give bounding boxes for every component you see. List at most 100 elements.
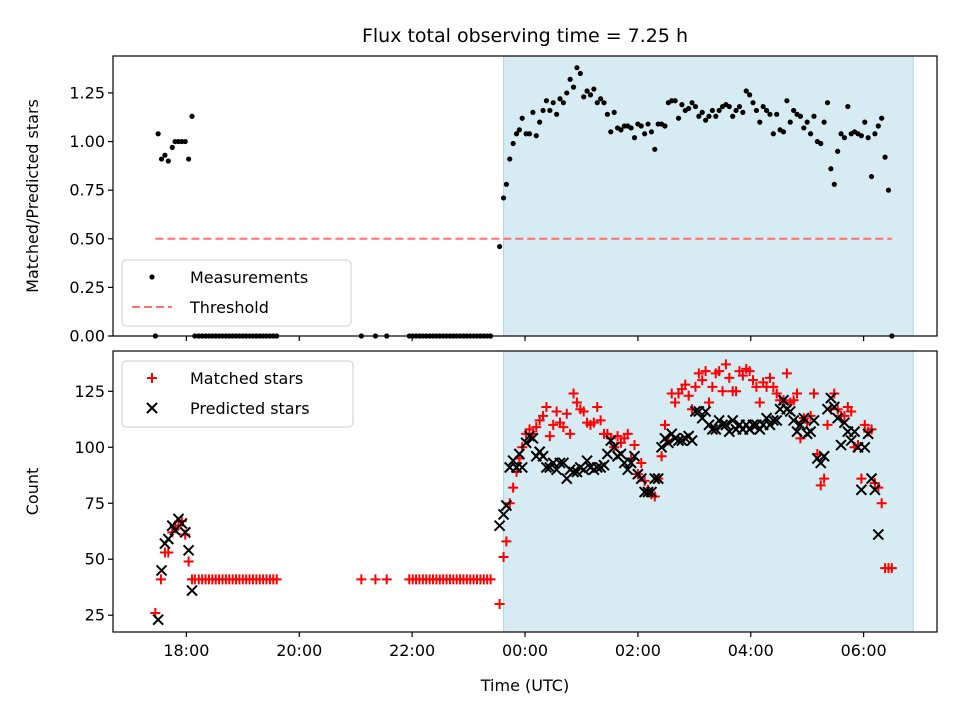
series-measurements	[152, 65, 895, 339]
x-tick-label: 04:00	[728, 641, 774, 660]
y-tick-label: 1.00	[69, 132, 105, 151]
data-point	[744, 366, 755, 377]
data-point	[662, 123, 668, 129]
data-point	[781, 368, 792, 379]
data-point	[815, 457, 827, 469]
y-tick-label: 75	[85, 494, 105, 513]
data-point	[733, 107, 739, 114]
shaded-region	[503, 350, 914, 633]
data-point	[564, 90, 570, 96]
data-point	[628, 450, 641, 462]
data-point	[538, 410, 549, 421]
legend: Measurements Threshold	[121, 259, 352, 327]
data-point	[784, 98, 790, 104]
data-point	[747, 92, 753, 98]
data-point	[169, 144, 175, 150]
data-point	[753, 107, 759, 114]
data-point	[862, 119, 868, 125]
x-axis-label: Time (UTC)	[480, 676, 569, 695]
data-point	[886, 563, 897, 574]
data-point	[155, 574, 166, 585]
data-point	[508, 482, 519, 493]
data-point	[189, 113, 195, 119]
data-point	[824, 100, 831, 106]
data-point	[815, 480, 826, 491]
data-point	[592, 401, 603, 412]
data-point	[841, 135, 848, 141]
data-point	[858, 133, 864, 139]
data-point	[787, 414, 800, 427]
data-point	[519, 115, 525, 121]
data-point	[757, 119, 763, 125]
data-point	[577, 463, 590, 476]
data-point	[882, 154, 888, 160]
data-point	[692, 103, 699, 110]
data-point	[611, 109, 617, 115]
data-point	[743, 88, 749, 94]
data-point	[162, 152, 168, 158]
data-point	[822, 419, 833, 430]
data-point	[638, 123, 644, 129]
ratio-panel: 0.00 0.25 0.50 0.75 1.00 1.25 Matched/Predicte…	[23, 55, 938, 346]
data-point	[703, 117, 709, 123]
legend-marker	[147, 373, 157, 383]
data-point	[165, 158, 171, 164]
y-tick-label: 125	[74, 382, 105, 401]
data-point	[152, 613, 164, 626]
x-tick-label: 18:00	[163, 641, 209, 660]
data-point	[158, 156, 165, 162]
data-point	[697, 375, 708, 386]
data-point	[770, 131, 776, 137]
data-point	[859, 419, 870, 430]
x-tick-label: 02:00	[615, 641, 661, 660]
data-point	[831, 412, 844, 424]
data-point	[767, 414, 780, 427]
data-point	[696, 113, 702, 119]
data-point	[605, 434, 617, 447]
data-point	[736, 103, 743, 110]
data-point	[567, 466, 580, 478]
data-point	[689, 100, 695, 106]
data-point	[618, 127, 624, 133]
data-point	[622, 463, 634, 476]
data-point	[706, 423, 719, 436]
data-point	[568, 388, 579, 399]
data-point	[714, 366, 725, 377]
data-point	[601, 100, 607, 106]
data-point	[485, 574, 496, 585]
data-point	[608, 129, 614, 135]
data-point	[625, 457, 637, 469]
data-point	[838, 416, 851, 429]
data-point	[868, 173, 875, 180]
data-point	[565, 428, 576, 439]
data-point	[731, 386, 742, 397]
data-point	[622, 428, 633, 439]
data-point	[642, 486, 654, 498]
data-point	[855, 484, 868, 496]
data-point	[703, 397, 714, 408]
data-point	[548, 419, 559, 430]
data-point	[604, 111, 611, 117]
data-point	[155, 131, 161, 137]
data-point	[497, 508, 510, 521]
data-point	[186, 584, 198, 597]
x-tick-label: 20:00	[276, 641, 322, 660]
data-point	[594, 100, 600, 106]
x-tick-label: 22:00	[389, 641, 435, 660]
data-point	[510, 140, 516, 147]
data-point	[554, 111, 560, 117]
data-point	[591, 461, 603, 474]
data-point	[574, 65, 580, 71]
data-point	[821, 119, 827, 125]
data-point	[706, 113, 712, 119]
data-point	[672, 98, 678, 104]
data-point	[494, 599, 505, 610]
data-point	[726, 414, 739, 427]
data-point	[370, 574, 381, 585]
data-point	[561, 408, 572, 419]
data-point	[821, 403, 834, 415]
data-point	[723, 425, 736, 438]
data-point	[788, 395, 799, 406]
legend-box	[121, 259, 352, 327]
data-point	[807, 131, 814, 137]
